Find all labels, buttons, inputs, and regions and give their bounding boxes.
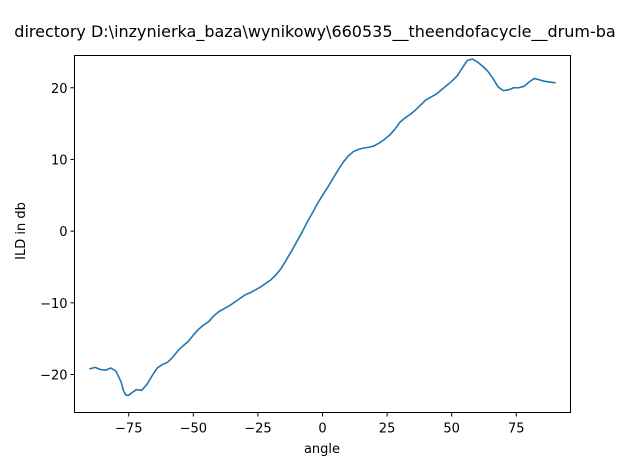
x-axis-ticks: −75 −50 −25 0 25 50 75	[115, 412, 525, 437]
x-tick-label: −50	[180, 422, 207, 437]
x-tick-label: 25	[379, 422, 396, 437]
chart-title: directory D:\inzynierka_baza\wynikowy\66…	[14, 22, 615, 42]
y-tick-label: 0	[59, 225, 67, 240]
x-axis-label: angle	[304, 442, 340, 457]
y-axis-ticks: −20 −10 0 10 20	[40, 82, 75, 384]
y-tick-label: 20	[51, 82, 68, 97]
series-line-0	[89, 58, 556, 397]
x-tick-label: 0	[318, 422, 326, 437]
y-tick-label: 10	[51, 153, 68, 168]
x-tick-label: −75	[115, 422, 142, 437]
x-tick-label: 75	[508, 422, 525, 437]
plot-area	[89, 58, 556, 397]
y-tick-label: −10	[40, 297, 67, 312]
x-tick-label: 50	[443, 422, 460, 437]
y-axis-label: ILD in db	[14, 202, 29, 260]
x-tick-label: −25	[244, 422, 271, 437]
axes-frame	[74, 55, 571, 413]
y-tick-label: −20	[40, 369, 67, 384]
